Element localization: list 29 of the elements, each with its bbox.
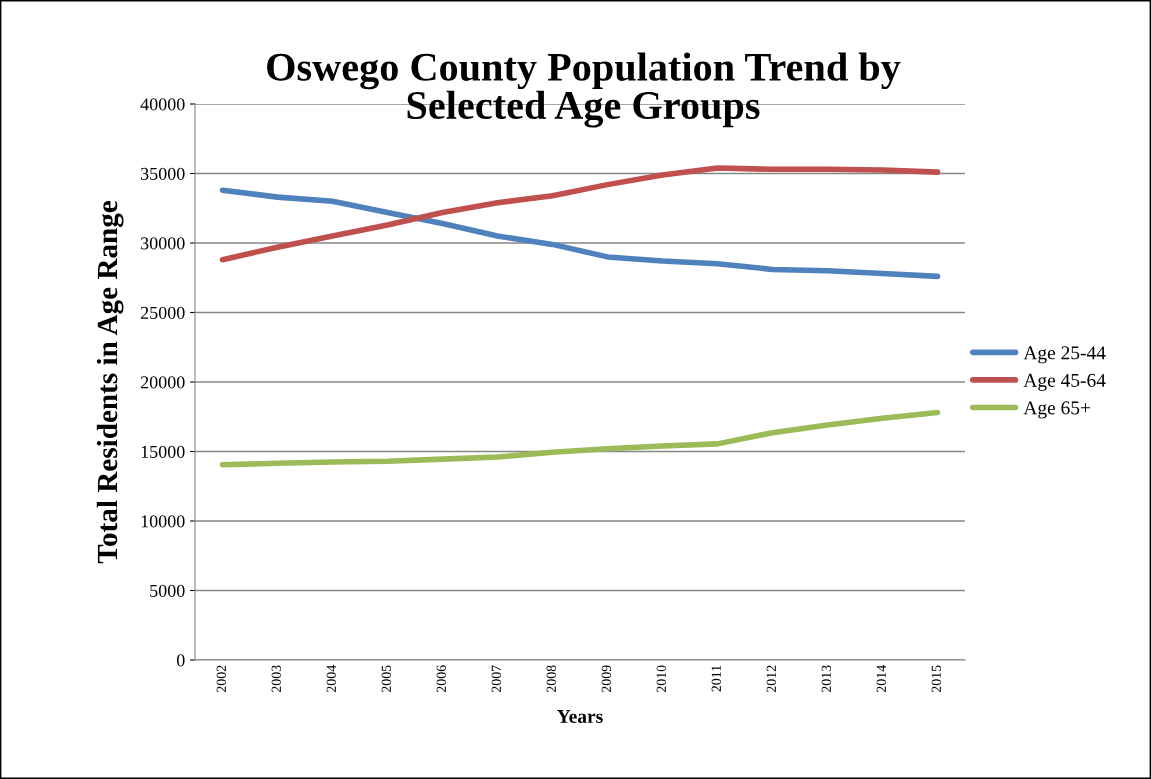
x-tick-label: 2004 — [326, 665, 336, 693]
x-tick-label: 2011 — [711, 665, 721, 692]
legend-label: Age 25-44 — [1023, 346, 1106, 364]
x-tick-label: 2009 — [601, 665, 611, 693]
y-axis-title: Total Residents in Age Range — [96, 200, 124, 564]
legend-label: Age 45-64 — [1023, 373, 1106, 391]
x-tick-label: 2012 — [766, 665, 776, 693]
x-tick-label: 2003 — [271, 665, 281, 693]
x-tick-label: 2013 — [821, 665, 831, 693]
y-tick-label: 20000 — [140, 376, 185, 389]
x-tick-label: 2010 — [656, 665, 666, 693]
legend-label: Age 65+ — [1023, 401, 1091, 419]
x-tick-label: 2007 — [491, 665, 501, 693]
y-tick-label: 35000 — [141, 167, 185, 180]
x-tick-label: 2014 — [876, 665, 886, 693]
y-tick-label: 30000 — [141, 237, 185, 250]
y-tick-label: 10000 — [141, 515, 185, 528]
x-tick-label: 2002 — [216, 665, 226, 693]
x-axis-title: Years — [557, 710, 603, 723]
x-tick-label: 2005 — [381, 665, 391, 693]
chart-title: Oswego County Population Trend by Selected Age Groups — [267, 52, 901, 128]
x-tick-label: 2006 — [436, 665, 446, 693]
y-tick-label: 25000 — [140, 306, 185, 319]
y-tick-label: 5000 — [150, 584, 185, 597]
y-tick-label: 40000 — [140, 98, 185, 111]
y-tick-label: 0 — [176, 654, 185, 667]
x-tick-label: 2015 — [931, 665, 941, 693]
y-tick-label: 15000 — [141, 445, 185, 458]
x-tick-label: 2008 — [546, 665, 556, 693]
